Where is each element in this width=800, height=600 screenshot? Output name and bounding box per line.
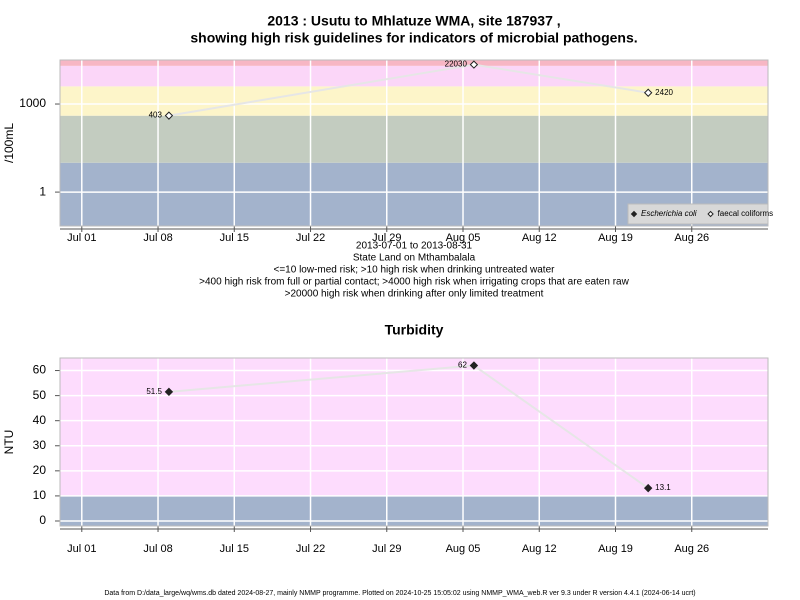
annotation: >20000 high risk when drinking after onl… — [285, 289, 544, 300]
y-tick-label: 40 — [33, 413, 47, 427]
legend-marker — [707, 210, 714, 218]
y-tick-label: 1 — [39, 184, 46, 198]
data-point — [469, 60, 479, 69]
x-tick-label: Jul 08 — [143, 232, 172, 244]
risk-band — [60, 115, 768, 163]
chart-title: Turbidity — [385, 322, 444, 338]
legend-box — [627, 203, 769, 225]
legend-marker — [630, 210, 638, 218]
annotation: 2013-07-01 to 2013-08-31 — [356, 241, 473, 252]
risk-band — [60, 358, 768, 496]
y-tick-label: 60 — [33, 363, 47, 377]
annotation: State Land on Mthambalala — [353, 253, 476, 264]
y-tick-label: 20 — [33, 463, 47, 477]
x-tick-label: Jul 29 — [372, 543, 401, 555]
x-tick-label: Aug 12 — [522, 543, 557, 555]
x-tick-label: Jul 29 — [372, 232, 401, 244]
plot-frame — [59, 357, 769, 527]
x-tick-label: Jul 22 — [296, 543, 325, 555]
x-tick-label: Aug 26 — [674, 232, 709, 244]
data-point — [469, 361, 479, 370]
data-label: 13.1 — [655, 483, 671, 492]
x-tick-label: Aug 19 — [598, 543, 633, 555]
x-tick-label: Jul 01 — [67, 232, 96, 244]
y-axis-label: /100mL — [2, 123, 16, 163]
x-tick-label: Jul 08 — [143, 543, 172, 555]
footer: Data from D:/data_large/wq/wms.db dated … — [104, 590, 695, 597]
data-point — [164, 387, 174, 397]
annotation: >400 high risk from full or partial cont… — [199, 277, 629, 288]
legend-label: Escherichia coli — [641, 209, 697, 218]
y-tick-label: 30 — [33, 438, 47, 452]
x-tick-label: Aug 26 — [674, 543, 709, 555]
data-point — [643, 483, 653, 493]
risk-band — [60, 60, 768, 66]
x-tick-label: Aug 12 — [522, 232, 557, 244]
x-tick-label: Aug 05 — [446, 543, 481, 555]
y-tick-label: 1000 — [19, 96, 46, 110]
chart-title: showing high risk guidelines for indicat… — [190, 30, 637, 46]
data-label: 403 — [149, 111, 163, 120]
x-tick-label: Jul 01 — [67, 543, 96, 555]
y-tick-label: 10 — [33, 488, 47, 502]
legend-label: faecal coliforms — [718, 209, 774, 218]
x-tick-label: Jul 15 — [220, 543, 249, 555]
x-tick-label: Aug 05 — [446, 232, 481, 244]
x-tick-label: Aug 19 — [598, 232, 633, 244]
data-point — [643, 88, 653, 97]
y-tick-label: 50 — [33, 388, 47, 402]
y-tick-label: 0 — [39, 513, 46, 527]
x-tick-label: Jul 22 — [296, 232, 325, 244]
y-axis-label: NTU — [2, 430, 16, 455]
chart-title: 2013 : Usutu to Mhlatuze WMA, site 18793… — [267, 13, 560, 29]
data-label: 62 — [458, 361, 467, 370]
data-label: 2420 — [655, 88, 673, 97]
data-label: 51.5 — [146, 387, 162, 396]
annotation: <=10 low-med risk; >10 high risk when dr… — [274, 265, 556, 276]
risk-band — [60, 65, 768, 87]
data-label: 22030 — [445, 60, 468, 69]
plot-frame — [59, 59, 769, 227]
x-tick-label: Jul 15 — [220, 232, 249, 244]
data-point — [164, 111, 174, 120]
